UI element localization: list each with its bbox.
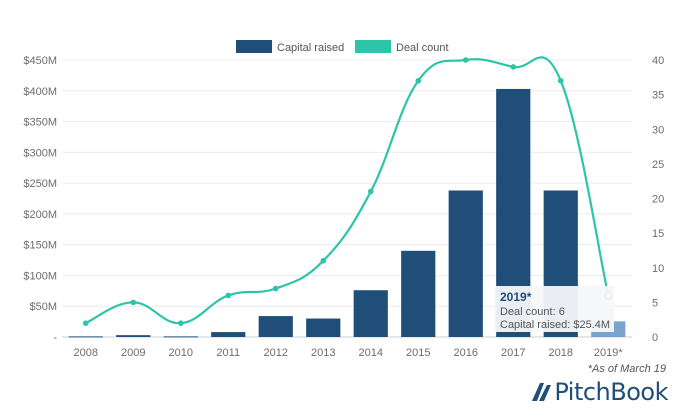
left-tick-label: $150M: [23, 240, 57, 252]
legend: Capital raised Deal count: [236, 40, 449, 54]
deal-point-2017[interactable]: [510, 64, 517, 70]
legend-swatch-capital[interactable]: [236, 40, 272, 53]
left-tick-label: $200M: [23, 209, 57, 221]
right-tick-label: 30: [652, 124, 664, 136]
left-tick-label: $450M: [23, 55, 57, 67]
deal-point-2010[interactable]: [177, 320, 184, 326]
right-tick-label: 5: [652, 297, 658, 309]
deal-count-line: [82, 56, 613, 326]
right-tick-label: 0: [652, 332, 658, 344]
footnote: *As of March 19: [587, 363, 666, 375]
left-axis: - $50M $100M $150M $200M $250M $300M $350M $400M…: [23, 55, 57, 344]
bar-2010[interactable]: [163, 336, 198, 338]
right-tick-label: 35: [652, 90, 664, 102]
tooltip-title: 2019*: [500, 290, 532, 304]
brand-name: PitchBook: [554, 378, 668, 406]
right-tick-label: 15: [652, 228, 664, 240]
bar-2012[interactable]: [258, 316, 293, 337]
legend-label-capital[interactable]: Capital raised: [277, 42, 344, 54]
deal-point-2013[interactable]: [320, 258, 327, 264]
deal-point-2011[interactable]: [225, 292, 232, 299]
right-tick-label: 25: [652, 159, 664, 171]
x-tick-label: 2019*: [594, 347, 623, 359]
deal-point-2014[interactable]: [367, 188, 374, 195]
deal-point-2015[interactable]: [415, 77, 422, 84]
left-tick-label: $350M: [23, 117, 57, 129]
deal-point-2016[interactable]: [462, 57, 469, 63]
left-tick-label: $400M: [23, 86, 57, 98]
left-tick-label: $50M: [29, 301, 57, 313]
right-tick-label: 20: [652, 194, 664, 206]
bar-2011[interactable]: [211, 332, 246, 337]
x-tick-label: 2009: [121, 347, 145, 359]
legend-swatch-deals[interactable]: [355, 40, 391, 53]
x-axis: 2008 2009 2010 2011 2012 2013 2014 2015 2016 2017…: [74, 347, 624, 359]
tooltip-capital: Capital raised: $25.4M: [500, 319, 610, 331]
left-tick-label: -: [53, 332, 57, 344]
x-tick-label: 2008: [74, 347, 98, 359]
x-tick-label: 2013: [311, 347, 335, 359]
right-axis: 0 5 10 15 20 25 30 35 40: [652, 55, 664, 344]
pitchbook-logo-icon: [532, 383, 552, 401]
bar-2014[interactable]: [353, 290, 388, 337]
right-tick-label: 40: [652, 55, 664, 67]
legend-label-deals[interactable]: Deal count: [396, 42, 449, 54]
x-tick-label: 2018: [549, 347, 573, 359]
grid: [62, 59, 632, 338]
tooltip-deal-count: Deal count: 6: [500, 306, 565, 318]
tooltip-box: [494, 286, 614, 332]
x-tick-label: 2011: [216, 347, 240, 359]
x-tick-label: 2015: [406, 347, 430, 359]
bar-2015[interactable]: [401, 250, 436, 337]
right-tick-label: 10: [652, 263, 664, 275]
left-tick-label: $250M: [23, 178, 57, 190]
bar-2009[interactable]: [116, 335, 151, 337]
pitchbook-logo: PitchBook: [528, 378, 668, 406]
left-tick-label: $300M: [23, 147, 57, 159]
x-tick-label: 2017: [501, 347, 525, 359]
x-tick-label: 2016: [454, 347, 478, 359]
deal-point-2018[interactable]: [557, 77, 564, 84]
x-tick-label: 2012: [264, 347, 288, 359]
tooltip: 2019* Deal count: 6 Capital raised: $25.…: [494, 286, 614, 332]
bar-2016[interactable]: [448, 190, 483, 337]
left-tick-label: $100M: [23, 270, 57, 282]
deal-point-2012[interactable]: [272, 285, 279, 292]
deal-point-2009[interactable]: [130, 299, 137, 306]
x-tick-label: 2010: [169, 347, 193, 359]
bar-2008[interactable]: [68, 336, 103, 338]
bar-2013[interactable]: [306, 318, 341, 337]
x-tick-label: 2014: [359, 347, 383, 359]
deal-point-2008[interactable]: [82, 320, 89, 326]
